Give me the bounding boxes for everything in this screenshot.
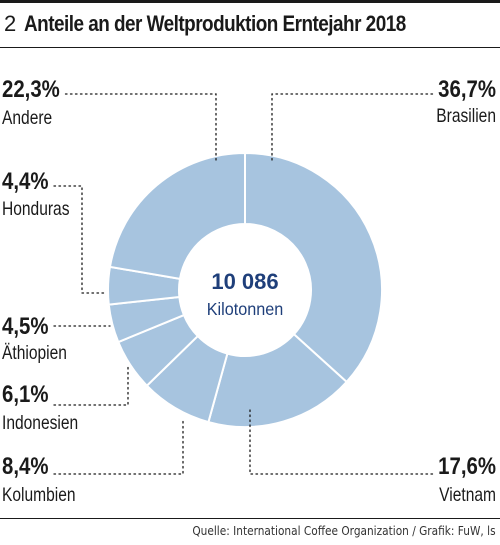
donut-slice-brasilien xyxy=(244,151,383,384)
chart-title: Anteile an der Weltproduktion Erntejahr … xyxy=(24,11,406,36)
value-label-vietnam: 17,6% xyxy=(438,452,496,479)
source-note: Quelle: International Coffee Organizatio… xyxy=(192,524,496,538)
category-label-äthiopien: Äthiopien xyxy=(2,342,67,364)
figure-number: 2 xyxy=(4,11,17,36)
center-total-value: 10 086 xyxy=(211,269,278,294)
value-label-andere: 22,3% xyxy=(2,75,60,102)
value-label-kolumbien: 8,4% xyxy=(2,452,49,479)
leader-line-kolumbien xyxy=(53,419,184,475)
donut-slice-andere xyxy=(108,151,246,281)
category-label-vietnam: Vietnam xyxy=(439,484,496,506)
category-label-brasilien: Brasilien xyxy=(436,105,496,127)
category-label-andere: Andere xyxy=(2,107,52,129)
value-label-äthiopien: 4,5% xyxy=(2,312,49,339)
value-label-brasilien: 36,7% xyxy=(438,75,496,102)
value-label-indonesien: 6,1% xyxy=(2,380,49,407)
leader-line-honduras xyxy=(53,185,106,294)
leader-line-andere xyxy=(64,93,217,161)
category-label-honduras: Honduras xyxy=(2,198,70,220)
category-label-indonesien: Indonesien xyxy=(2,412,78,434)
leader-line-vietnam xyxy=(249,409,434,475)
category-label-kolumbien: Kolumbien xyxy=(2,484,76,506)
value-label-honduras: 4,4% xyxy=(2,167,49,194)
leader-line-indonesien xyxy=(53,364,129,406)
center-unit-label: Kilotonnen xyxy=(207,299,284,319)
title-bar: 2 Anteile an der Weltproduktion Erntejah… xyxy=(0,0,500,48)
leader-line-brasilien xyxy=(271,93,434,161)
donut-slice-vietnam xyxy=(207,332,349,428)
bottom-rule xyxy=(0,518,500,519)
